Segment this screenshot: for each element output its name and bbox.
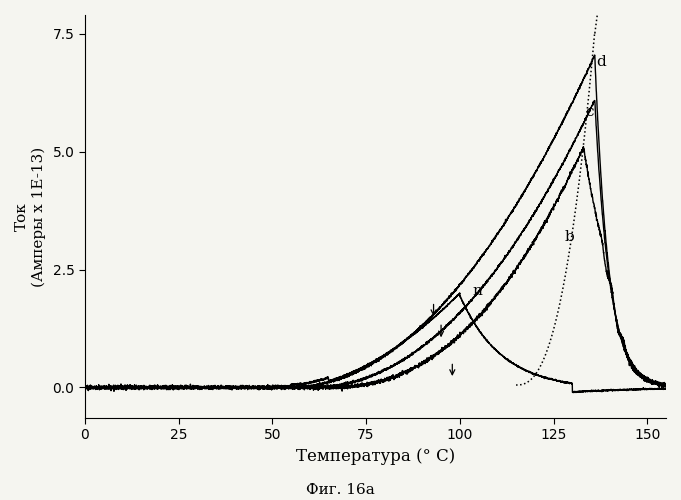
Text: b: b — [565, 230, 575, 243]
Text: c: c — [586, 104, 594, 118]
Text: d: d — [597, 55, 606, 69]
Y-axis label: Ток
(Амперы х 1E-13): Ток (Амперы х 1E-13) — [15, 146, 46, 286]
Text: Фиг. 16a: Фиг. 16a — [306, 484, 375, 498]
X-axis label: Температура (° C): Температура (° C) — [296, 448, 455, 465]
Text: n: n — [473, 284, 483, 298]
